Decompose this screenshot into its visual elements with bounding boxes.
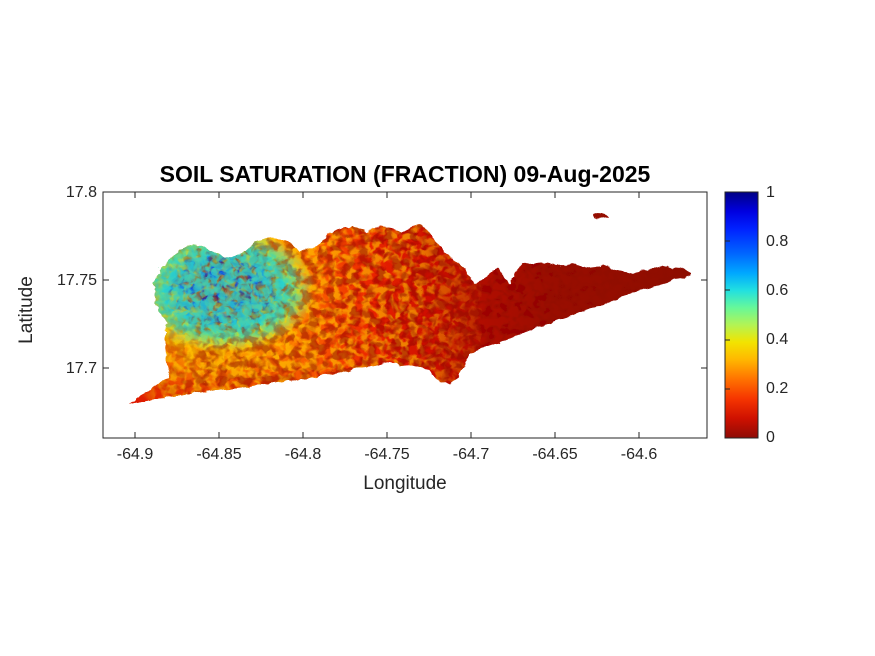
x-tick-label-64-6: -64.6 (620, 446, 658, 463)
y-axis-ticks (103, 279, 707, 369)
colorbar-label-0: 0 (766, 429, 775, 446)
x-tick-label-64-9: -64.9 (116, 446, 154, 463)
x-tick-label-64-65: -64.65 (532, 446, 578, 463)
colorbar-gradient (725, 192, 758, 438)
colorbar-label-0-6: 0.6 (766, 282, 789, 299)
buck-island (592, 212, 608, 218)
axes-box (102, 191, 708, 439)
island-st-croix (128, 212, 690, 403)
colorbar-label-0-4: 0.4 (766, 331, 789, 348)
y-tick-label-17-7: 17.7 (65, 360, 97, 377)
colorbar-border (724, 191, 759, 439)
x-axis-label: Longitude (363, 473, 447, 494)
x-axis-ticks (134, 192, 640, 438)
x-tick-label-64-7: -64.7 (452, 446, 490, 463)
x-tick-label-64-8: -64.8 (284, 446, 322, 463)
colorbar-label-0-8: 0.8 (766, 233, 789, 250)
y-axis-label: Latitude (16, 276, 37, 344)
x-tick-label-64-75: -64.75 (364, 446, 410, 463)
y-tick-label-17-75: 17.75 (56, 272, 97, 289)
y-tick-label-17-8: 17.8 (65, 184, 97, 201)
colorbar-label-0-2: 0.2 (766, 380, 789, 397)
chart-title: SOIL SATURATION (FRACTION) 09-Aug-2025 (159, 161, 651, 187)
colorbar-label-1: 1 (766, 184, 775, 201)
x-tick-label-64-85: -64.85 (196, 446, 242, 463)
colorbar-ticks (725, 240, 730, 390)
